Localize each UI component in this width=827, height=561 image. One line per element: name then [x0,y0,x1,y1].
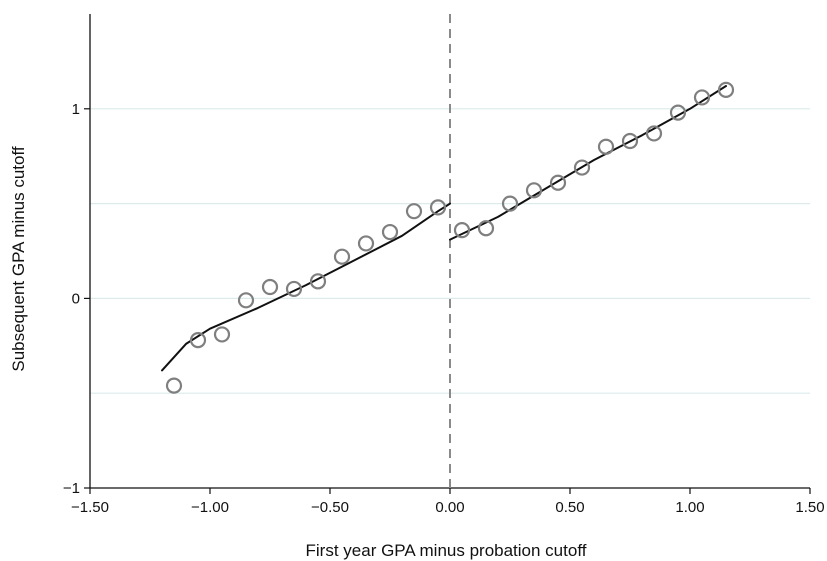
data-point [165,377,183,394]
x-axis-title: First year GPA minus probation cutoff [306,541,587,560]
data-point [549,174,567,191]
data-point [717,81,735,98]
data-point [453,222,471,239]
x-tick-label: −1.00 [191,499,229,516]
data-point [669,104,687,121]
data-point [261,278,279,296]
x-tick-label: 1.00 [675,499,704,516]
y-axis-ticks: −1 0 1 [63,101,90,497]
data-point [477,220,495,237]
data-point [693,89,711,106]
x-tick-label: 0.00 [435,499,464,516]
fit-line-left [161,202,451,372]
fit-lines [161,85,727,372]
data-point [429,199,447,216]
data-point [333,248,351,265]
data-point [405,203,423,220]
data-point [213,326,231,343]
y-tick-label: 1 [72,101,80,118]
data-point [501,195,519,212]
x-tick-label: −1.50 [71,499,109,516]
data-point [645,125,663,142]
data-point [525,182,543,199]
data-point [621,132,639,150]
x-tick-label: 0.50 [555,499,584,516]
data-point [309,273,327,290]
x-axis-ticks: −1.50 −1.00 −0.50 0.00 0.50 1.00 1.50 [71,488,825,516]
y-axis-title: Subsequent GPA minus cutoff [9,146,28,372]
data-point [357,235,375,252]
fit-line-right [449,85,727,241]
y-tick-label: −1 [63,480,80,497]
data-point [597,138,615,155]
data-point [237,292,255,309]
x-tick-label: −0.50 [311,499,349,516]
x-tick-label: 1.50 [795,499,824,516]
data-point [285,280,303,298]
data-points [165,81,735,394]
data-point [189,332,207,349]
data-point [573,159,591,176]
data-point [381,223,399,241]
y-tick-label: 0 [72,290,80,307]
